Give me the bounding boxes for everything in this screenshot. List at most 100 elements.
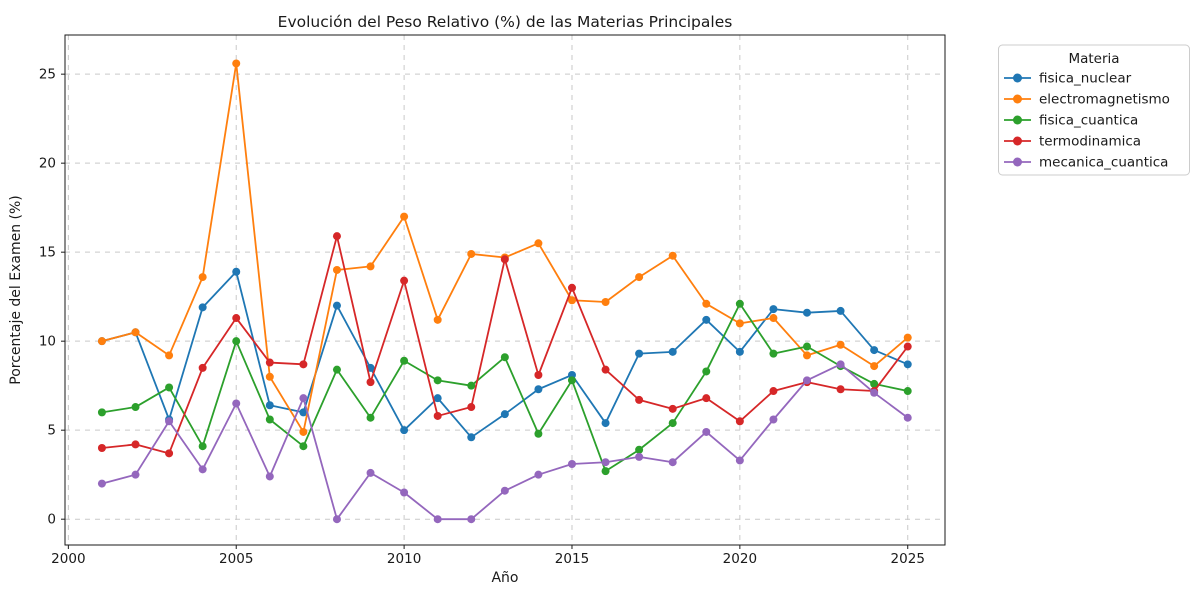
data-point-termodinamica-2017 xyxy=(635,395,644,404)
data-point-fisica_cuantica-2013 xyxy=(500,353,509,362)
data-point-termodinamica-2011 xyxy=(433,411,442,420)
data-point-fisica_nuclear-2021 xyxy=(769,305,778,314)
data-series xyxy=(97,59,912,524)
data-point-termodinamica-2001 xyxy=(97,443,106,452)
data-point-electromagnetismo-2007 xyxy=(299,427,308,436)
y-tick-label: 5 xyxy=(47,423,56,439)
data-point-fisica_cuantica-2010 xyxy=(400,356,409,365)
data-point-fisica_cuantica-2004 xyxy=(198,442,207,451)
series-line-termodinamica xyxy=(101,235,909,455)
legend-item-fisica_cuantica: fisica_cuantica xyxy=(1004,113,1138,129)
data-point-electromagnetismo-2018 xyxy=(668,251,677,260)
data-point-fisica_nuclear-2025 xyxy=(903,360,912,369)
data-point-electromagnetismo-2015 xyxy=(567,296,576,305)
data-point-fisica_cuantica-2014 xyxy=(534,429,543,438)
y-tick-label: 0 xyxy=(47,512,56,528)
legend-label-electromagnetismo: electromagnetismo xyxy=(1039,92,1170,108)
legend-title: Materia xyxy=(1068,51,1119,67)
data-point-fisica_nuclear-2018 xyxy=(668,347,677,356)
legend-marker-electromagnetismo xyxy=(1013,94,1022,104)
data-point-mecanica_cuantica-2003 xyxy=(165,417,174,426)
data-point-termodinamica-2007 xyxy=(299,360,308,369)
data-point-fisica_cuantica-2022 xyxy=(803,342,812,351)
data-point-fisica_cuantica-2002 xyxy=(131,403,140,412)
data-point-fisica_cuantica-2007 xyxy=(299,442,308,451)
data-point-termodinamica-2008 xyxy=(332,232,341,241)
data-point-fisica_nuclear-2007 xyxy=(299,408,308,417)
data-point-fisica_cuantica-2019 xyxy=(702,367,711,376)
data-point-electromagnetismo-2025 xyxy=(903,333,912,342)
data-point-mecanica_cuantica-2001 xyxy=(97,479,106,488)
data-point-electromagnetismo-2017 xyxy=(635,273,644,282)
data-point-fisica_cuantica-2024 xyxy=(870,379,879,388)
data-point-mecanica_cuantica-2019 xyxy=(702,427,711,436)
y-tick-label: 25 xyxy=(39,67,56,83)
legend-marker-termodinamica xyxy=(1013,136,1022,146)
data-point-electromagnetismo-2016 xyxy=(601,298,610,307)
data-point-electromagnetismo-2006 xyxy=(265,372,274,381)
gridlines xyxy=(65,35,945,545)
data-point-mecanica_cuantica-2011 xyxy=(433,515,442,524)
data-point-electromagnetismo-2004 xyxy=(198,273,207,282)
data-point-electromagnetismo-2023 xyxy=(836,340,845,349)
data-point-mecanica_cuantica-2016 xyxy=(601,458,610,467)
series-electromagnetismo xyxy=(97,59,912,436)
data-point-mecanica_cuantica-2015 xyxy=(567,460,576,469)
data-point-fisica_nuclear-2023 xyxy=(836,306,845,315)
x-tick-label: 2010 xyxy=(387,551,421,567)
legend-label-mecanica_cuantica: mecanica_cuantica xyxy=(1039,155,1168,171)
data-point-fisica_cuantica-2005 xyxy=(232,337,241,346)
legend-box xyxy=(998,44,1190,176)
data-point-fisica_cuantica-2009 xyxy=(366,413,375,422)
legend-marker-fisica_nuclear xyxy=(1013,73,1022,83)
data-point-fisica_nuclear-2010 xyxy=(400,426,409,435)
data-point-fisica_nuclear-2012 xyxy=(467,433,476,442)
data-point-electromagnetismo-2010 xyxy=(400,212,409,221)
x-tick-label: 2025 xyxy=(891,551,925,567)
data-point-mecanica_cuantica-2023 xyxy=(836,360,845,369)
x-axis-label: Año xyxy=(491,570,518,586)
series-termodinamica xyxy=(97,232,912,458)
data-point-fisica_nuclear-2016 xyxy=(601,419,610,428)
data-point-termodinamica-2020 xyxy=(735,417,744,426)
data-point-mecanica_cuantica-2010 xyxy=(400,488,409,497)
data-point-mecanica_cuantica-2004 xyxy=(198,465,207,474)
data-point-electromagnetismo-2011 xyxy=(433,315,442,324)
data-point-termodinamica-2010 xyxy=(400,276,409,285)
data-point-electromagnetismo-2002 xyxy=(131,328,140,337)
data-point-termodinamica-2021 xyxy=(769,387,778,396)
data-point-termodinamica-2005 xyxy=(232,314,241,323)
data-point-mecanica_cuantica-2008 xyxy=(332,515,341,524)
data-point-electromagnetismo-2001 xyxy=(97,337,106,346)
data-point-termodinamica-2006 xyxy=(265,358,274,367)
data-point-fisica_cuantica-2017 xyxy=(635,445,644,454)
data-point-termodinamica-2004 xyxy=(198,363,207,372)
data-point-mecanica_cuantica-2006 xyxy=(265,472,274,481)
data-point-mecanica_cuantica-2012 xyxy=(467,515,476,524)
data-point-mecanica_cuantica-2014 xyxy=(534,470,543,479)
data-point-fisica_nuclear-2011 xyxy=(433,394,442,403)
legend-marker-fisica_cuantica xyxy=(1013,115,1022,125)
y-tick-label: 15 xyxy=(39,245,56,261)
legend-label-termodinamica: termodinamica xyxy=(1039,134,1141,150)
series-mecanica_cuantica xyxy=(97,360,912,524)
data-point-termodinamica-2016 xyxy=(601,365,610,374)
data-point-fisica_nuclear-2013 xyxy=(500,410,509,419)
data-point-termodinamica-2025 xyxy=(903,342,912,351)
y-tick-label: 20 xyxy=(39,156,56,172)
data-point-electromagnetismo-2008 xyxy=(332,265,341,274)
data-point-fisica_cuantica-2006 xyxy=(265,415,274,424)
x-tick-label: 2020 xyxy=(723,551,757,567)
y-axis-label: Porcentaje del Examen (%) xyxy=(8,195,24,385)
legend-label-fisica_cuantica: fisica_cuantica xyxy=(1039,113,1138,129)
data-point-electromagnetismo-2009 xyxy=(366,262,375,271)
data-point-fisica_nuclear-2024 xyxy=(870,346,879,355)
data-point-termodinamica-2015 xyxy=(567,283,576,292)
data-point-fisica_nuclear-2006 xyxy=(265,401,274,410)
data-point-fisica_cuantica-2011 xyxy=(433,376,442,385)
data-point-electromagnetismo-2019 xyxy=(702,299,711,308)
data-point-electromagnetismo-2024 xyxy=(870,362,879,371)
data-point-electromagnetismo-2014 xyxy=(534,239,543,248)
data-point-fisica_nuclear-2017 xyxy=(635,349,644,358)
